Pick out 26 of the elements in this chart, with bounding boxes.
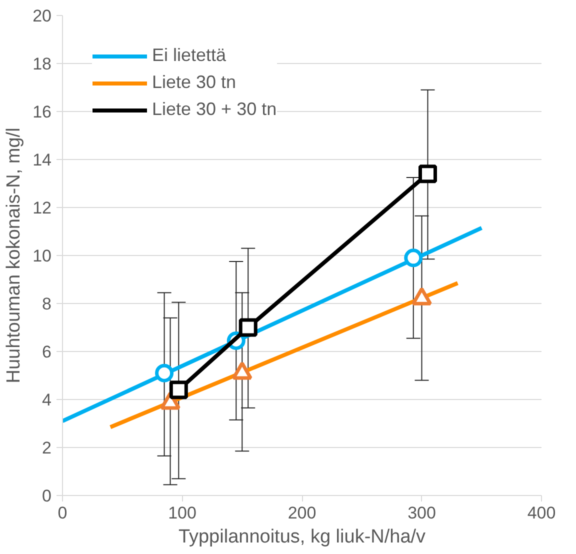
y-tick-label: 20 xyxy=(32,6,52,26)
y-tick-label: 0 xyxy=(42,486,52,506)
x-tick-label: 200 xyxy=(288,504,316,522)
legend-label: Liete 30 tn xyxy=(152,72,236,93)
y-tick-label: 2 xyxy=(42,438,52,458)
x-tick-label: 100 xyxy=(168,504,196,522)
y-tick-label: 4 xyxy=(42,390,52,410)
point xyxy=(169,380,188,400)
y-tick-label: 10 xyxy=(32,246,52,266)
point xyxy=(418,164,437,184)
x-tick-label: 300 xyxy=(408,504,436,522)
point xyxy=(238,318,258,337)
y-tick-label: 18 xyxy=(32,54,52,74)
y-tick-label: 14 xyxy=(32,150,52,170)
x-tick-label: 0 xyxy=(58,504,68,522)
x-axis-title: Typpilannoitus, kg liuk-N/ha/v xyxy=(178,526,426,548)
y-tick-label: 12 xyxy=(32,198,52,218)
point xyxy=(404,248,423,268)
legend-label: Liete 30 + 30 tn xyxy=(152,99,277,120)
y-tick-label: 16 xyxy=(32,102,52,122)
legend-label: Ei lietettä xyxy=(152,45,226,66)
y-axis-title: Huuhtouman kokonais-N, mg/l xyxy=(4,128,25,384)
y-tick-label: 6 xyxy=(42,342,52,362)
point xyxy=(155,364,174,382)
y-tick-label: 8 xyxy=(42,294,52,314)
x-tick-label: 400 xyxy=(527,504,556,522)
